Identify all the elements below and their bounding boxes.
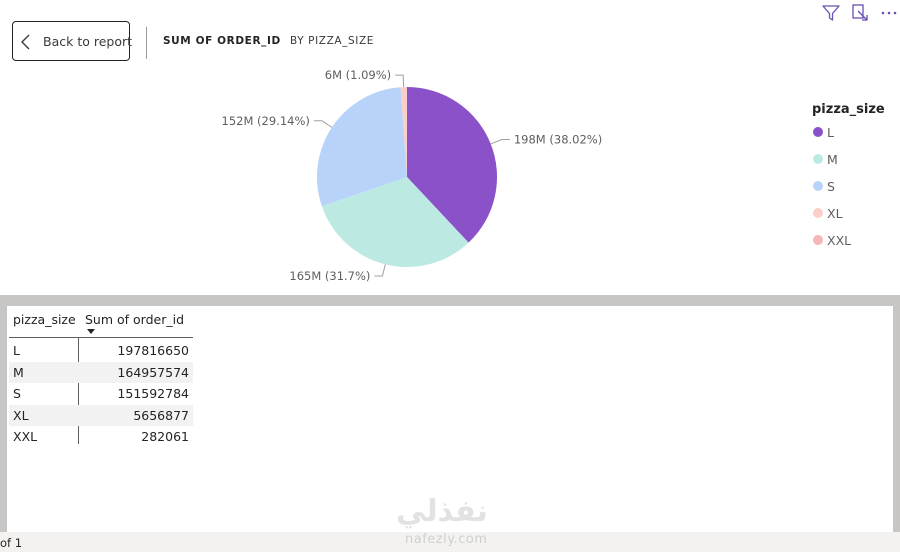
cell-pizza-size: M xyxy=(13,364,24,380)
legend-item-xxl[interactable]: XXL xyxy=(813,232,851,248)
focus-mode-icon[interactable] xyxy=(850,3,870,23)
data-label-s: 152M (29.14%) xyxy=(222,114,310,128)
leader-line-l xyxy=(490,139,510,145)
legend-item-s[interactable]: S xyxy=(813,178,835,194)
cell-pizza-size: XL xyxy=(13,407,29,423)
chevron-left-icon xyxy=(21,34,30,50)
pie-slice-m[interactable] xyxy=(321,177,469,267)
legend-marker-icon xyxy=(813,208,823,218)
legend-title: pizza_size xyxy=(812,102,885,117)
leader-line-m xyxy=(374,264,386,277)
legend-marker-icon xyxy=(813,235,823,245)
legend-item-m[interactable]: M xyxy=(813,151,838,167)
pie-slice-s[interactable] xyxy=(317,87,407,207)
legend-label: S xyxy=(827,178,835,194)
cell-sum-order-id: 5656877 xyxy=(133,407,189,423)
table-row[interactable]: S 151592784 xyxy=(9,383,193,404)
pie-slice-l[interactable] xyxy=(407,87,498,243)
leader-line-xl xyxy=(395,74,405,88)
legend-label: M xyxy=(827,151,838,167)
column-header-sum-order-id[interactable]: Sum of order_id xyxy=(85,312,185,327)
legend-item-l[interactable]: L xyxy=(813,124,834,140)
legend-label: XL xyxy=(827,205,843,221)
data-label-xl: 6M (1.09%) xyxy=(325,68,391,82)
cell-pizza-size: S xyxy=(13,386,21,401)
table-row[interactable]: L 197816650 xyxy=(9,340,193,361)
visual-subtitle: BY PIZZA_SIZE xyxy=(290,35,375,47)
cell-sum-order-id: 282061 xyxy=(141,429,189,444)
cell-sum-order-id: 197816650 xyxy=(117,343,189,358)
cell-pizza-size: XXL xyxy=(13,429,38,444)
legend-marker-icon xyxy=(813,127,823,137)
table-row[interactable]: XXL 282061 xyxy=(9,426,193,447)
more-options-icon[interactable] xyxy=(879,3,899,23)
header-divider-line xyxy=(9,337,193,338)
column-divider-line xyxy=(78,338,79,444)
page-indicator: of 1 xyxy=(0,536,23,550)
leader-line-s xyxy=(313,120,333,128)
legend-item-xl[interactable]: XL xyxy=(813,205,843,221)
watermark-url: nafezly.com xyxy=(405,532,488,547)
filter-icon[interactable] xyxy=(821,3,841,23)
visual-title: SUM OF ORDER_ID xyxy=(163,35,281,47)
pie-chart[interactable]: 198M (38.02%) 165M (31.7%) 152M (29.14%) 6M… xyxy=(0,60,900,295)
legend-label: XXL xyxy=(827,232,852,248)
data-label-l: 198M (38.02%) xyxy=(514,133,602,147)
table-row[interactable]: M 164957574 xyxy=(9,361,193,383)
header-divider xyxy=(146,27,147,59)
cell-pizza-size: L xyxy=(13,343,20,358)
legend-label: L xyxy=(827,124,834,140)
cell-sum-order-id: 151592784 xyxy=(117,386,189,401)
pie-slice-xl[interactable] xyxy=(400,87,407,177)
table-row[interactable]: XL 5656877 xyxy=(9,404,193,426)
column-header-pizza-size[interactable]: pizza_size xyxy=(13,312,76,327)
sort-descending-icon[interactable] xyxy=(87,329,95,334)
cell-sum-order-id: 164957574 xyxy=(117,364,189,380)
back-to-report-button[interactable]: Back to report xyxy=(12,21,133,61)
back-button-label: Back to report xyxy=(43,34,133,49)
legend-marker-icon xyxy=(813,181,823,191)
watermark-logo: نفذلي xyxy=(396,494,488,529)
legend-marker-icon xyxy=(813,154,823,164)
data-label-m: 165M (31.7%) xyxy=(289,269,370,283)
status-bar xyxy=(0,532,900,552)
